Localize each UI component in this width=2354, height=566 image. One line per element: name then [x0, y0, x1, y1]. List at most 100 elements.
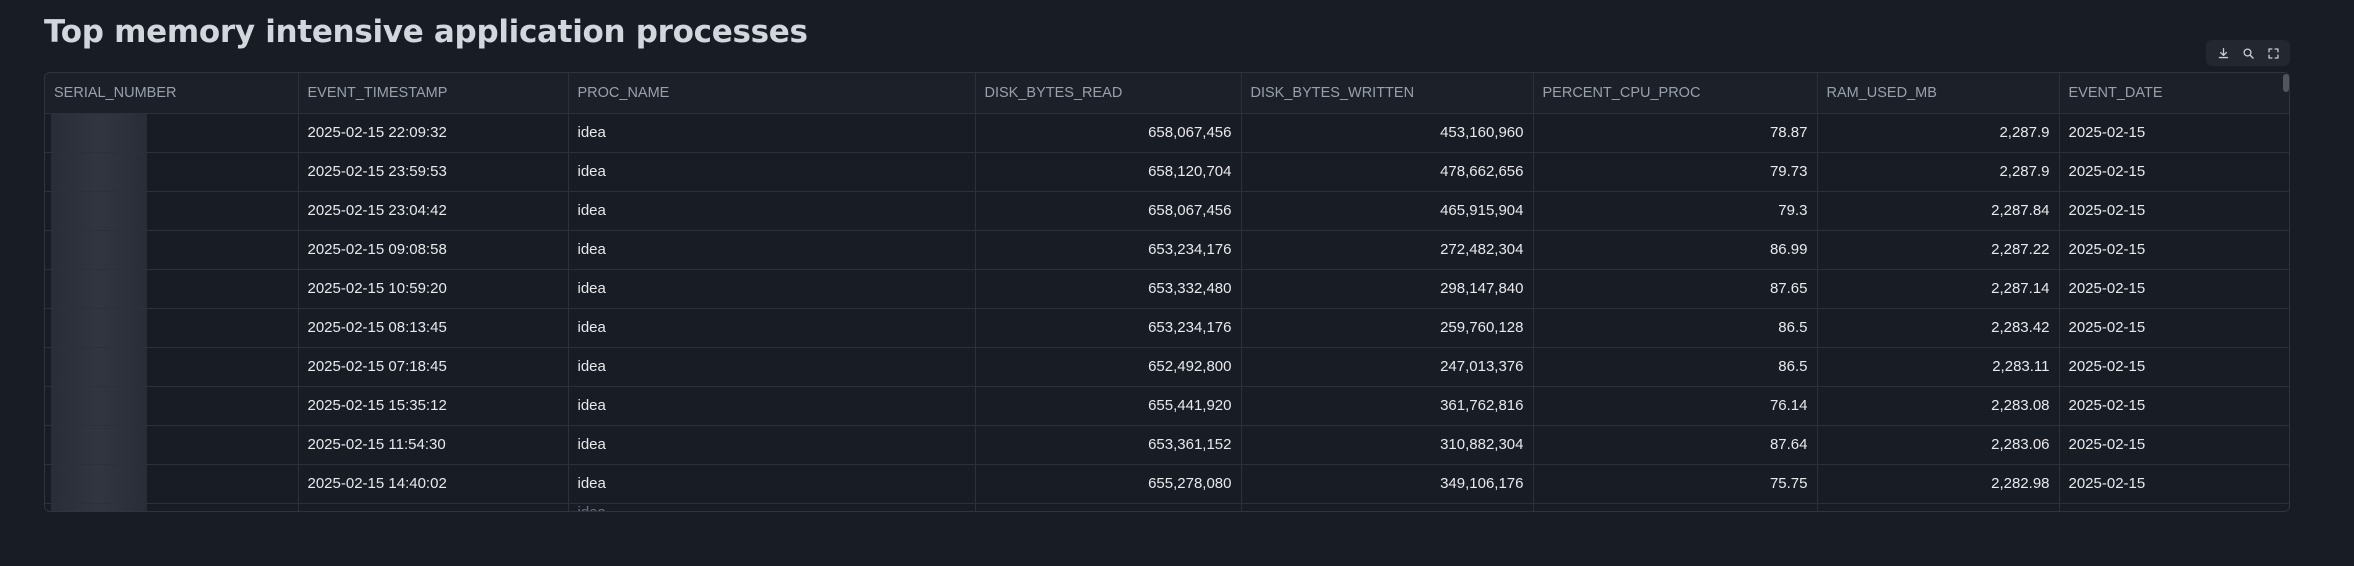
cell-event-date[interactable]: 2025-02-15	[2059, 308, 2289, 348]
cell-event-date[interactable]: 2025-02-15	[2059, 269, 2289, 309]
cell-event-timestamp[interactable]: 2025-02-15 23:59:53	[298, 152, 569, 192]
cell-disk-bytes-read[interactable]: 655,441,920	[975, 386, 1242, 426]
cell-proc-name[interactable]: idea	[568, 347, 976, 387]
cell-event-date[interactable]: 2025-02-15	[2059, 230, 2289, 270]
cell-disk-bytes-written[interactable]: 259,760,128	[1241, 308, 1534, 348]
cell-ram-used-mb[interactable]	[1817, 503, 2060, 511]
cell-percent-cpu-proc[interactable]: 87.65	[1533, 269, 1818, 309]
cell-event-date[interactable]: 2025-02-15	[2059, 464, 2289, 504]
cell-disk-bytes-written[interactable]: 310,882,304	[1241, 425, 1534, 465]
cell-proc-name[interactable]: idea	[568, 269, 976, 309]
column-header-disk-bytes-written[interactable]: DISK_BYTES_WRITTEN	[1241, 73, 1534, 114]
cell-serial-number[interactable]	[45, 464, 299, 504]
cell-ram-used-mb[interactable]: 2,282.98	[1817, 464, 2060, 504]
cell-disk-bytes-read[interactable]: 658,120,704	[975, 152, 1242, 192]
cell-proc-name[interactable]: idea	[568, 386, 976, 426]
column-header-event-date[interactable]: EVENT_DATE	[2059, 73, 2289, 114]
cell-event-date[interactable]	[2059, 503, 2289, 511]
cell-disk-bytes-read[interactable]: 658,067,456	[975, 113, 1242, 153]
cell-disk-bytes-written[interactable]: 465,915,904	[1241, 191, 1534, 231]
cell-serial-number[interactable]	[45, 152, 299, 192]
table-row[interactable]: 2025-02-15 09:08:58 idea 653,234,176 272,48…	[45, 230, 2289, 270]
table-row[interactable]: 2025-02-15 15:35:12 idea 655,441,920 361,76…	[45, 386, 2289, 426]
cell-serial-number[interactable]	[45, 269, 299, 309]
cell-disk-bytes-read[interactable]: 653,234,176	[975, 230, 1242, 270]
cell-percent-cpu-proc[interactable]: 87.64	[1533, 425, 1818, 465]
cell-serial-number[interactable]	[45, 347, 299, 387]
cell-disk-bytes-written[interactable]: 453,160,960	[1241, 113, 1534, 153]
cell-disk-bytes-written[interactable]: 272,482,304	[1241, 230, 1534, 270]
cell-proc-name[interactable]: idea	[568, 425, 976, 465]
cell-event-timestamp[interactable]	[298, 503, 569, 511]
column-header-percent-cpu-proc[interactable]: PERCENT_CPU_PROC	[1533, 73, 1818, 114]
fullscreen-icon[interactable]	[2262, 42, 2284, 64]
cell-serial-number[interactable]	[45, 425, 299, 465]
cell-disk-bytes-read[interactable]: 653,234,176	[975, 308, 1242, 348]
table-row[interactable]: 2025-02-15 22:09:32 idea 658,067,456 453,16…	[45, 113, 2289, 153]
cell-event-timestamp[interactable]: 2025-02-15 09:08:58	[298, 230, 569, 270]
table-row[interactable]: 2025-02-15 23:04:42 idea 658,067,456 465,91…	[45, 191, 2289, 231]
vertical-scrollbar[interactable]	[2283, 74, 2289, 92]
cell-proc-name[interactable]: idea	[568, 464, 976, 504]
cell-ram-used-mb[interactable]: 2,287.84	[1817, 191, 2060, 231]
table-row[interactable]: 2025-02-15 11:54:30 idea 653,361,152 310,88…	[45, 425, 2289, 465]
cell-serial-number[interactable]	[45, 386, 299, 426]
cell-ram-used-mb[interactable]: 2,283.42	[1817, 308, 2060, 348]
cell-percent-cpu-proc[interactable]: 79.73	[1533, 152, 1818, 192]
column-header-disk-bytes-read[interactable]: DISK_BYTES_READ	[975, 73, 1242, 114]
cell-disk-bytes-read[interactable]: 653,361,152	[975, 425, 1242, 465]
cell-percent-cpu-proc[interactable]: 86.5	[1533, 347, 1818, 387]
cell-ram-used-mb[interactable]: 2,287.9	[1817, 113, 2060, 153]
cell-event-timestamp[interactable]: 2025-02-15 08:13:45	[298, 308, 569, 348]
cell-disk-bytes-read[interactable]: 658,067,456	[975, 191, 1242, 231]
table-row[interactable]: 2025-02-15 14:40:02 idea 655,278,080 349,10…	[45, 464, 2289, 504]
cell-percent-cpu-proc[interactable]: 76.14	[1533, 386, 1818, 426]
cell-event-date[interactable]: 2025-02-15	[2059, 386, 2289, 426]
table-row[interactable]: 2025-02-15 07:18:45 idea 652,492,800 247,01…	[45, 347, 2289, 387]
cell-proc-name[interactable]: idea	[568, 191, 976, 231]
cell-disk-bytes-written[interactable]: 349,106,176	[1241, 464, 1534, 504]
cell-ram-used-mb[interactable]: 2,287.14	[1817, 269, 2060, 309]
column-header-serial-number[interactable]: SERIAL_NUMBER	[45, 73, 299, 114]
cell-disk-bytes-written[interactable]	[1241, 503, 1534, 511]
cell-ram-used-mb[interactable]: 2,283.08	[1817, 386, 2060, 426]
cell-event-timestamp[interactable]: 2025-02-15 22:09:32	[298, 113, 569, 153]
cell-event-timestamp[interactable]: 2025-02-15 23:04:42	[298, 191, 569, 231]
cell-disk-bytes-read[interactable]: 653,332,480	[975, 269, 1242, 309]
download-icon[interactable]	[2212, 42, 2234, 64]
cell-percent-cpu-proc[interactable]: 78.87	[1533, 113, 1818, 153]
cell-ram-used-mb[interactable]: 2,287.9	[1817, 152, 2060, 192]
cell-disk-bytes-written[interactable]: 247,013,376	[1241, 347, 1534, 387]
cell-percent-cpu-proc[interactable]: 86.5	[1533, 308, 1818, 348]
table-row[interactable]: 2025-02-15 08:13:45 idea 653,234,176 259,76…	[45, 308, 2289, 348]
cell-event-date[interactable]: 2025-02-15	[2059, 347, 2289, 387]
cell-proc-name[interactable]: idea	[568, 113, 976, 153]
cell-event-date[interactable]: 2025-02-15	[2059, 191, 2289, 231]
cell-serial-number[interactable]	[45, 230, 299, 270]
cell-ram-used-mb[interactable]: 2,287.22	[1817, 230, 2060, 270]
cell-serial-number[interactable]	[45, 503, 299, 511]
cell-event-date[interactable]: 2025-02-15	[2059, 152, 2289, 192]
cell-serial-number[interactable]	[45, 191, 299, 231]
cell-disk-bytes-written[interactable]: 361,762,816	[1241, 386, 1534, 426]
data-table[interactable]: SERIAL_NUMBER EVENT_TIMESTAMP PROC_NAME …	[44, 72, 2290, 512]
cell-percent-cpu-proc[interactable]: 86.99	[1533, 230, 1818, 270]
cell-proc-name[interactable]: idea	[568, 230, 976, 270]
cell-event-timestamp[interactable]: 2025-02-15 14:40:02	[298, 464, 569, 504]
cell-event-date[interactable]: 2025-02-15	[2059, 113, 2289, 153]
cell-ram-used-mb[interactable]: 2,283.06	[1817, 425, 2060, 465]
cell-ram-used-mb[interactable]: 2,283.11	[1817, 347, 2060, 387]
table-row[interactable]: 2025-02-15 23:59:53 idea 658,120,704 478,66…	[45, 152, 2289, 192]
table-row[interactable]: idea	[45, 503, 2289, 511]
cell-proc-name[interactable]: idea	[568, 503, 976, 511]
cell-serial-number[interactable]	[45, 113, 299, 153]
cell-disk-bytes-read[interactable]: 652,492,800	[975, 347, 1242, 387]
search-icon[interactable]	[2237, 42, 2259, 64]
table-row[interactable]: 2025-02-15 10:59:20 idea 653,332,480 298,14…	[45, 269, 2289, 309]
column-header-ram-used-mb[interactable]: RAM_USED_MB	[1817, 73, 2060, 114]
cell-proc-name[interactable]: idea	[568, 308, 976, 348]
cell-event-timestamp[interactable]: 2025-02-15 11:54:30	[298, 425, 569, 465]
cell-percent-cpu-proc[interactable]: 75.75	[1533, 464, 1818, 504]
cell-proc-name[interactable]: idea	[568, 152, 976, 192]
cell-percent-cpu-proc[interactable]	[1533, 503, 1818, 511]
